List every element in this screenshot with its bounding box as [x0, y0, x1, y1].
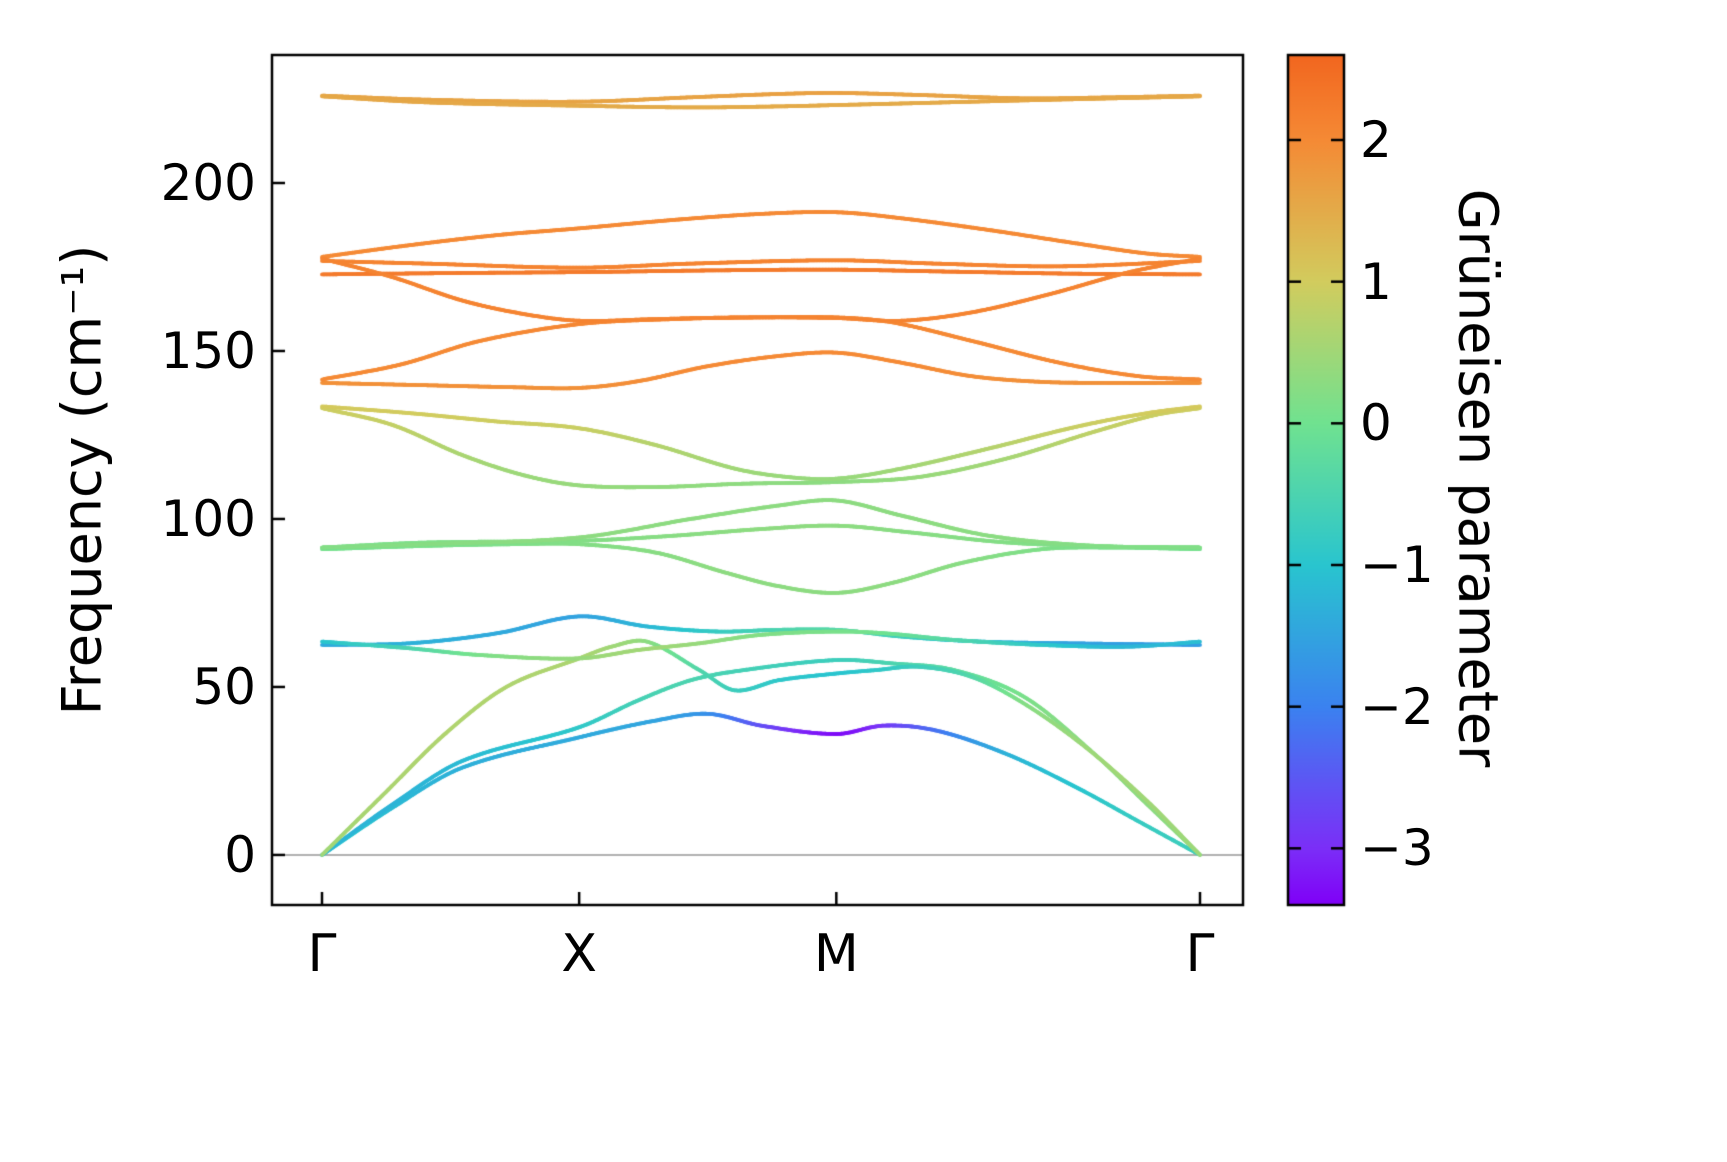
- colorbar-tick-label: 2: [1360, 111, 1392, 169]
- x-tick-label: Γ: [1185, 924, 1215, 984]
- colorbar-label: Grüneisen parameter: [1446, 188, 1510, 768]
- x-tick-label: X: [561, 924, 597, 984]
- x-tick-label: M: [813, 924, 859, 984]
- y-tick-label: 0: [224, 825, 256, 884]
- y-tick-label: 200: [160, 154, 256, 212]
- y-tick-label: 50: [192, 657, 256, 716]
- colorbar-tick-label: −1: [1360, 536, 1434, 594]
- y-axis-label: Frequency (cm⁻¹): [50, 244, 114, 716]
- y-tick-label: 150: [160, 321, 256, 380]
- colorbar-tick-label: 1: [1360, 252, 1392, 311]
- colorbar-tick-label: 0: [1360, 394, 1392, 453]
- colorbar-tick-label: −2: [1360, 677, 1434, 736]
- x-tick-label: Γ: [307, 924, 337, 984]
- colorbar-tick-label: −3: [1360, 819, 1434, 878]
- y-tick-label: 100: [160, 489, 256, 548]
